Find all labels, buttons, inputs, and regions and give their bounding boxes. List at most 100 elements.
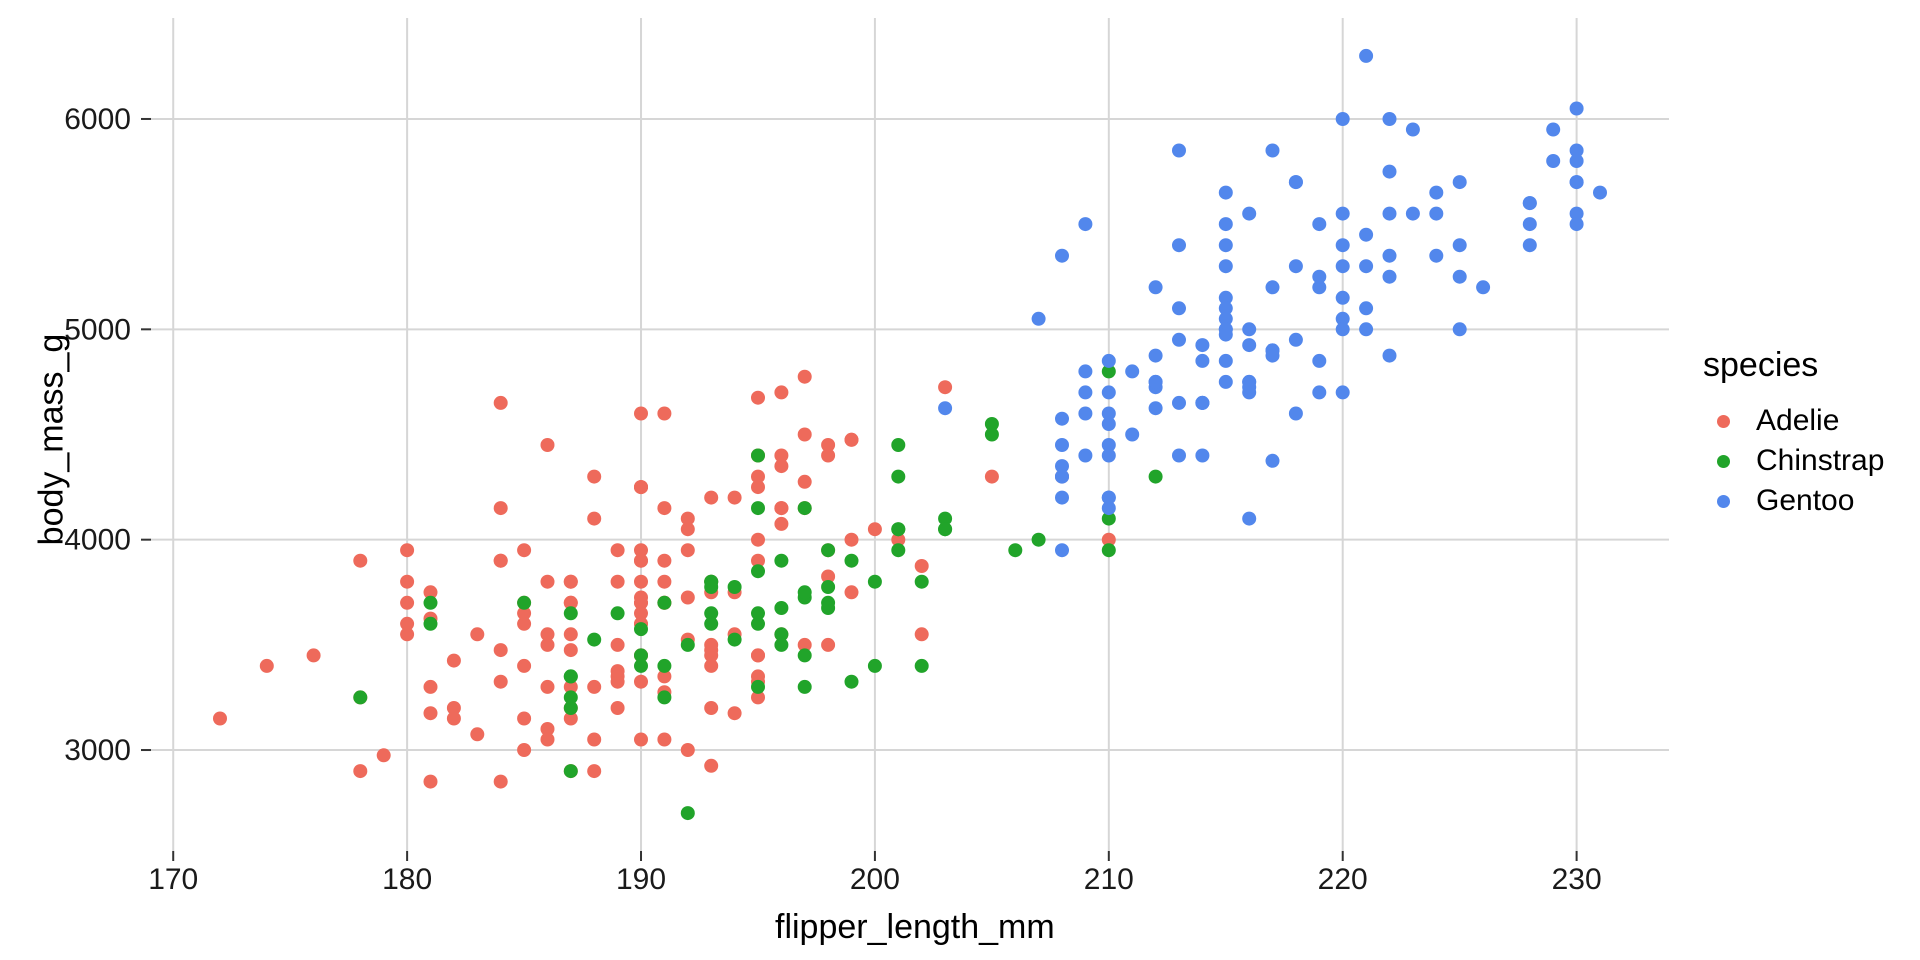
data-point-gentoo	[1382, 248, 1397, 263]
data-point-adelie	[914, 559, 929, 573]
data-point-adelie	[446, 701, 461, 715]
data-point-adelie	[470, 727, 485, 742]
data-point-gentoo	[1593, 185, 1607, 200]
data-point-gentoo	[1101, 406, 1116, 421]
data-point-gentoo	[1101, 385, 1116, 400]
data-point-gentoo	[1569, 217, 1584, 232]
data-point-adelie	[400, 574, 415, 589]
data-point-gentoo	[1195, 448, 1210, 463]
data-point-chinstrap	[353, 690, 368, 705]
y-axis-tick-label: 4000	[64, 524, 131, 557]
data-point-adelie	[540, 722, 555, 736]
data-point-gentoo	[1265, 348, 1280, 363]
data-point-chinstrap	[821, 580, 836, 594]
data-point-gentoo	[1288, 406, 1303, 421]
data-point-gentoo	[1172, 448, 1186, 463]
data-point-gentoo	[1055, 490, 1069, 505]
data-point-gentoo	[1172, 238, 1186, 253]
data-point-gentoo	[1148, 374, 1163, 389]
data-point-gentoo	[1218, 353, 1233, 368]
data-point-gentoo	[1242, 206, 1257, 221]
data-point-adelie	[423, 679, 438, 694]
data-point-chinstrap	[1008, 543, 1023, 558]
data-point-gentoo	[1078, 448, 1093, 463]
data-point-chinstrap	[821, 601, 836, 615]
data-point-adelie	[563, 643, 578, 658]
data-point-adelie	[797, 427, 812, 442]
data-point-gentoo	[1101, 448, 1116, 463]
data-point-chinstrap	[610, 606, 625, 621]
data-point-gentoo	[1148, 348, 1163, 363]
data-point-gentoo	[1569, 175, 1584, 190]
data-point-gentoo	[1382, 206, 1397, 221]
data-point-gentoo	[1055, 411, 1069, 426]
data-point-adelie	[774, 385, 789, 400]
data-point-chinstrap	[563, 701, 578, 715]
data-point-adelie	[867, 522, 882, 537]
data-point-adelie	[680, 522, 695, 537]
y-axis-title: body_mass_g	[32, 333, 71, 546]
data-point-adelie	[821, 438, 836, 452]
x-axis-tick-label: 210	[1084, 863, 1134, 896]
data-point-adelie	[844, 585, 859, 600]
data-point-chinstrap	[657, 595, 672, 610]
data-point-adelie	[704, 490, 719, 505]
adelie-dot-icon	[1717, 414, 1730, 428]
data-point-gentoo	[1288, 175, 1303, 190]
data-point-adelie	[634, 574, 648, 589]
data-point-adelie	[774, 448, 789, 463]
data-point-gentoo	[1335, 259, 1350, 274]
data-point-gentoo	[1569, 143, 1584, 158]
data-point-adelie	[610, 543, 625, 558]
data-point-gentoo	[1382, 112, 1397, 126]
data-point-gentoo	[1055, 543, 1069, 558]
data-point-chinstrap	[891, 543, 906, 558]
data-point-adelie	[493, 774, 508, 789]
data-point-gentoo	[1218, 327, 1233, 342]
data-point-chinstrap	[1101, 543, 1116, 558]
data-point-adelie	[844, 532, 859, 547]
legend-label-adelie: Adelie	[1756, 404, 1840, 437]
data-point-gentoo	[1218, 301, 1233, 316]
data-point-gentoo	[1335, 290, 1350, 305]
data-point-adelie	[774, 516, 789, 531]
data-point-adelie	[704, 658, 719, 673]
data-point-adelie	[634, 674, 648, 689]
data-point-gentoo	[1055, 469, 1069, 484]
data-point-chinstrap	[844, 553, 859, 568]
data-point-gentoo	[1288, 259, 1303, 274]
data-point-chinstrap	[727, 580, 742, 594]
data-point-chinstrap	[1101, 364, 1116, 379]
data-point-chinstrap	[704, 616, 719, 631]
data-point-gentoo	[1452, 269, 1467, 284]
data-point-chinstrap	[751, 501, 765, 516]
x-axis-tick-label: 200	[850, 863, 900, 896]
data-point-gentoo	[1569, 101, 1584, 116]
data-point-adelie	[634, 553, 648, 568]
data-point-adelie	[1101, 532, 1116, 547]
data-point-chinstrap	[704, 606, 719, 621]
data-point-adelie	[704, 637, 719, 652]
data-point-chinstrap	[797, 648, 812, 663]
data-point-adelie	[353, 553, 368, 568]
data-point-chinstrap	[891, 469, 906, 484]
data-point-adelie	[797, 637, 812, 652]
data-point-adelie	[587, 511, 602, 526]
data-point-adelie	[751, 553, 765, 568]
data-point-gentoo	[1405, 206, 1420, 221]
data-point-adelie	[400, 543, 415, 558]
data-point-chinstrap	[867, 658, 882, 673]
data-point-adelie	[634, 606, 648, 621]
data-point-adelie	[517, 616, 532, 631]
data-point-chinstrap	[984, 427, 999, 442]
data-point-adelie	[610, 574, 625, 589]
data-point-adelie	[376, 748, 391, 763]
data-point-adelie	[657, 732, 672, 747]
data-point-chinstrap	[844, 674, 859, 689]
data-point-gentoo	[1569, 154, 1584, 168]
data-point-adelie	[751, 690, 765, 705]
data-point-chinstrap	[587, 632, 602, 647]
data-point-adelie	[517, 711, 532, 726]
legend-item-gentoo: Gentoo	[1703, 481, 1884, 521]
data-point-gentoo	[1101, 501, 1116, 516]
